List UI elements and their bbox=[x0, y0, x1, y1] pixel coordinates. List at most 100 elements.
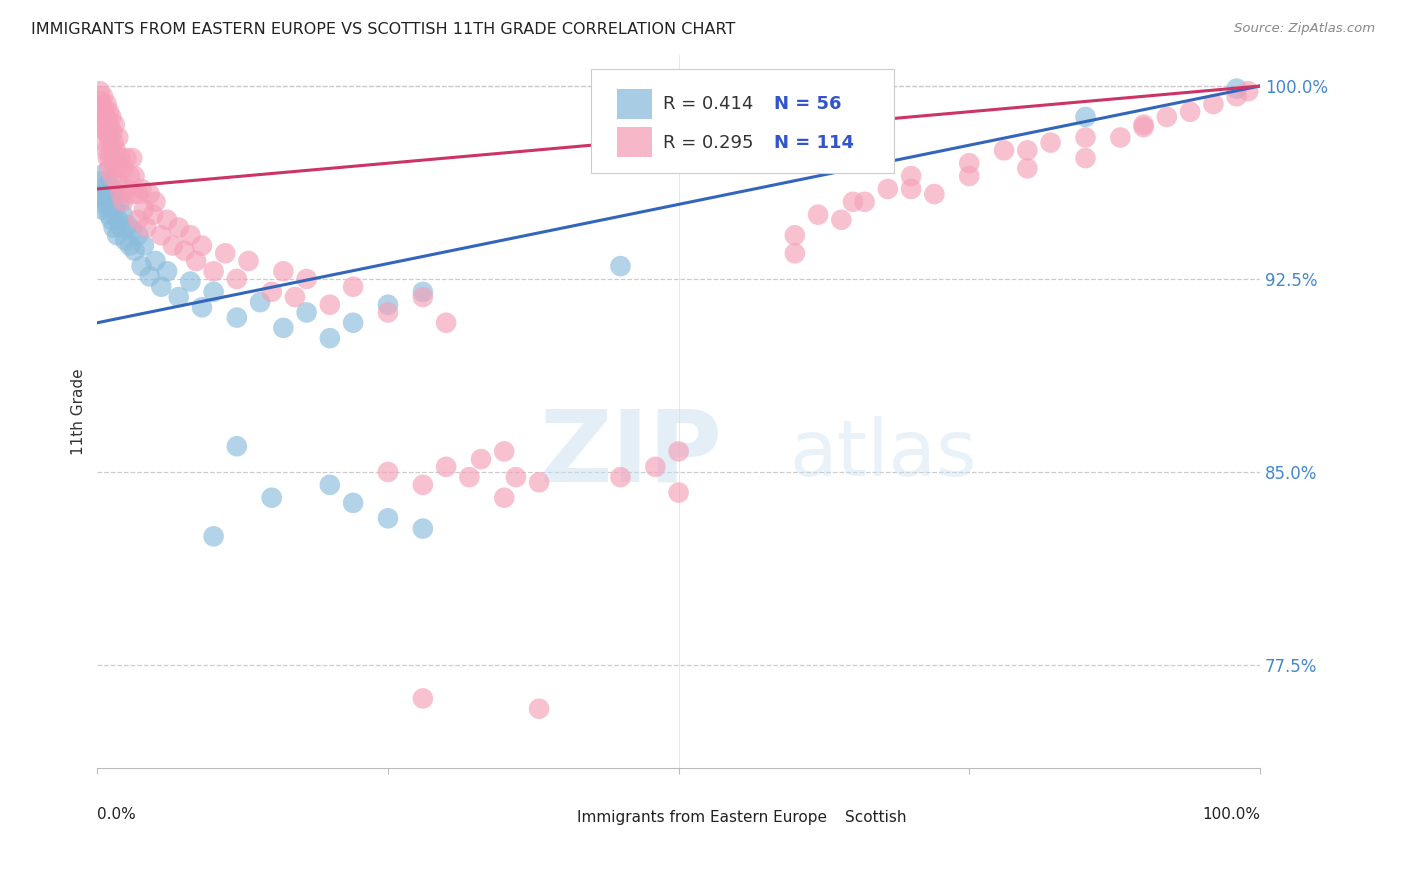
Point bbox=[1132, 120, 1154, 135]
Text: R = 0.414: R = 0.414 bbox=[664, 95, 754, 112]
Text: ZIP: ZIP bbox=[538, 406, 723, 503]
Point bbox=[118, 238, 141, 252]
Y-axis label: 11th Grade: 11th Grade bbox=[72, 368, 86, 455]
Point bbox=[162, 238, 184, 252]
Point bbox=[124, 169, 146, 183]
Point bbox=[91, 118, 114, 132]
Point bbox=[238, 254, 260, 268]
Point bbox=[96, 125, 118, 139]
Point bbox=[101, 125, 124, 139]
Point bbox=[1178, 104, 1201, 119]
Point bbox=[91, 89, 114, 103]
Point bbox=[319, 331, 342, 345]
Point bbox=[853, 194, 876, 209]
Point bbox=[132, 202, 155, 217]
Point bbox=[98, 161, 121, 176]
Point bbox=[260, 285, 283, 299]
Point bbox=[127, 228, 149, 243]
Point bbox=[110, 187, 132, 202]
Point bbox=[94, 182, 117, 196]
Point bbox=[1039, 136, 1062, 150]
Point bbox=[97, 177, 120, 191]
Point bbox=[434, 459, 457, 474]
Point bbox=[179, 275, 201, 289]
Point bbox=[127, 187, 149, 202]
Point bbox=[377, 511, 399, 525]
Point bbox=[412, 478, 434, 492]
Text: atlas: atlas bbox=[789, 417, 977, 492]
Point bbox=[273, 264, 295, 278]
Point bbox=[377, 298, 399, 312]
Point bbox=[111, 161, 134, 176]
Point bbox=[94, 110, 117, 124]
Point bbox=[93, 122, 115, 136]
Point bbox=[107, 177, 129, 191]
Point bbox=[609, 259, 631, 273]
Point bbox=[527, 475, 550, 490]
Point bbox=[97, 112, 120, 127]
Point bbox=[138, 269, 160, 284]
Point bbox=[273, 321, 295, 335]
FancyBboxPatch shape bbox=[538, 810, 568, 826]
Point bbox=[110, 220, 132, 235]
Point bbox=[138, 187, 160, 202]
Point bbox=[470, 452, 492, 467]
FancyBboxPatch shape bbox=[592, 70, 894, 173]
Point bbox=[807, 208, 830, 222]
Point bbox=[103, 220, 125, 235]
Point bbox=[131, 259, 153, 273]
Point bbox=[100, 110, 122, 124]
Point bbox=[412, 290, 434, 304]
Point bbox=[412, 691, 434, 706]
Point bbox=[145, 194, 167, 209]
Point bbox=[202, 264, 225, 278]
Point bbox=[108, 194, 131, 209]
Point bbox=[609, 470, 631, 484]
Point bbox=[132, 238, 155, 252]
Point bbox=[105, 228, 128, 243]
Point bbox=[173, 244, 195, 258]
Point bbox=[319, 478, 342, 492]
Point bbox=[91, 110, 114, 124]
Point bbox=[107, 212, 129, 227]
Point bbox=[295, 272, 318, 286]
Point bbox=[104, 156, 127, 170]
Point bbox=[377, 465, 399, 479]
Point bbox=[1074, 151, 1097, 165]
Text: N = 56: N = 56 bbox=[773, 95, 841, 112]
Point bbox=[142, 208, 165, 222]
Point bbox=[111, 194, 134, 209]
Point bbox=[101, 182, 124, 196]
Point bbox=[494, 491, 516, 505]
Text: 0.0%: 0.0% bbox=[97, 807, 136, 822]
Point bbox=[96, 97, 118, 112]
Point bbox=[103, 136, 125, 150]
Point bbox=[89, 189, 111, 203]
Point bbox=[225, 310, 247, 325]
Point bbox=[225, 439, 247, 453]
Point bbox=[104, 202, 127, 217]
Point bbox=[644, 459, 666, 474]
Point bbox=[104, 187, 127, 202]
Point bbox=[117, 218, 139, 232]
Point bbox=[1156, 110, 1178, 124]
Point bbox=[93, 104, 115, 119]
Point bbox=[191, 301, 214, 315]
Point bbox=[900, 169, 922, 183]
Point bbox=[121, 223, 143, 237]
Point bbox=[186, 254, 208, 268]
Point bbox=[127, 212, 149, 227]
Point bbox=[319, 298, 342, 312]
Point bbox=[783, 228, 806, 243]
Point bbox=[114, 234, 136, 248]
Point bbox=[993, 144, 1015, 158]
Point bbox=[202, 529, 225, 543]
Point bbox=[98, 130, 121, 145]
FancyBboxPatch shape bbox=[807, 810, 835, 826]
Text: Immigrants from Eastern Europe: Immigrants from Eastern Europe bbox=[578, 810, 828, 825]
Point bbox=[225, 272, 247, 286]
Point bbox=[121, 151, 143, 165]
Point bbox=[668, 485, 690, 500]
Point bbox=[91, 102, 114, 116]
Point bbox=[135, 220, 157, 235]
